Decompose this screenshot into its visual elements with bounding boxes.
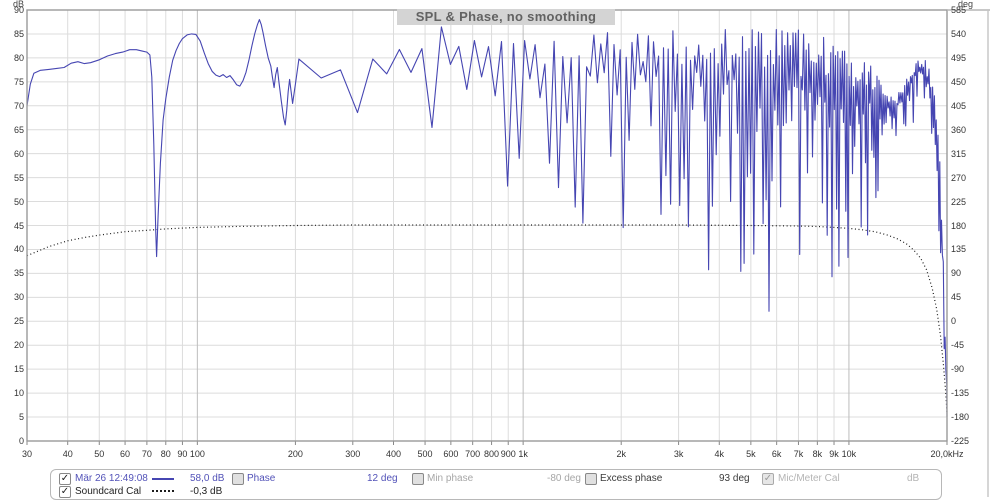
x-axis-tick: 5k <box>746 449 756 459</box>
x-axis-tick: 800 <box>484 449 500 459</box>
y-right-tick: -90 <box>951 364 965 375</box>
measurement-name[interactable]: Mär 26 12:49:08 <box>75 473 148 484</box>
excess-phase-value: 93 deg <box>719 473 750 484</box>
y-left-tick: 90 <box>13 5 24 15</box>
x-axis-tick: 60 <box>120 449 131 459</box>
soundcard-cal-checkbox[interactable]: ✓ <box>59 486 71 498</box>
x-axis-tick: 40 <box>62 449 73 459</box>
x-axis-tick: 2k <box>616 449 626 459</box>
graph-title: SPL & Phase, no smoothing <box>397 9 615 25</box>
y-right-tick: 225 <box>951 196 967 207</box>
y-left-tick: 45 <box>13 220 24 231</box>
y-right-tick: 90 <box>951 268 962 279</box>
y-right-tick: 360 <box>951 124 967 135</box>
x-axis-tick: 80 <box>160 449 171 459</box>
y-left-tick: 35 <box>13 268 24 279</box>
y-right-tick: -135 <box>951 388 970 399</box>
phase-checkbox[interactable] <box>232 473 244 485</box>
x-axis-tick: 30 <box>21 449 33 459</box>
y-right-tick: 135 <box>951 244 967 255</box>
min-phase-checkbox[interactable] <box>412 473 424 485</box>
x-axis-tick: 10k <box>841 449 857 459</box>
spl-trace <box>26 19 948 418</box>
y-right-axis-unit: deg <box>958 0 974 9</box>
x-axis-tick: 4k <box>714 449 725 459</box>
min-phase-value: -80 deg <box>547 473 581 484</box>
y-right-tick: 0 <box>951 316 957 327</box>
legend-row-measurement: ✓ Mär 26 12:49:08 58,0 dB Phase 12 deg M… <box>51 472 941 485</box>
y-left-tick: 80 <box>13 52 24 63</box>
y-left-tick: 60 <box>13 148 24 159</box>
cal-line-sample <box>152 490 174 492</box>
x-axis-tick: 1k <box>518 449 528 459</box>
y-left-tick: 75 <box>13 76 24 87</box>
y-left-tick: 0 <box>18 436 24 446</box>
phase-value: 12 deg <box>367 473 398 484</box>
mic-meter-cal-checkbox[interactable]: ✓ <box>762 473 774 485</box>
spl-line-sample <box>152 478 174 480</box>
y-left-tick: 25 <box>13 316 24 327</box>
x-axis-tick: 200 <box>287 449 303 459</box>
x-axis-tick: 500 <box>417 449 433 459</box>
y-left-tick: 20 <box>13 340 24 351</box>
y-right-tick: 45 <box>951 292 962 303</box>
excess-phase-label[interactable]: Excess phase <box>600 473 663 484</box>
y-left-tick: 10 <box>13 388 24 399</box>
y-left-tick: 55 <box>13 172 24 183</box>
x-axis-tick: 70 <box>141 449 152 459</box>
y-left-tick: 85 <box>13 28 24 39</box>
x-axis-tick: 20,0kHz <box>930 449 964 459</box>
soundcard-cal-name[interactable]: Soundcard Cal <box>75 486 142 497</box>
cal-level-value: -0,3 dB <box>190 486 223 497</box>
x-axis-tick: 3k <box>673 449 684 459</box>
excess-phase-checkbox[interactable] <box>585 473 597 485</box>
y-right-tick: -225 <box>951 436 970 446</box>
y-right-tick: 270 <box>951 172 967 183</box>
spl-level-value: 58,0 dB <box>190 473 225 484</box>
x-axis-tick: 8k <box>812 449 823 459</box>
measurement-checkbox[interactable]: ✓ <box>59 473 71 485</box>
y-right-tick: -45 <box>951 340 965 351</box>
x-axis-tick: 600 <box>443 449 459 459</box>
y-left-tick: 50 <box>13 196 24 207</box>
y-right-tick: 315 <box>951 148 967 159</box>
y-right-tick: 450 <box>951 76 967 87</box>
phase-label[interactable]: Phase <box>247 473 276 484</box>
x-axis-tick: 100 <box>189 449 205 459</box>
min-phase-label[interactable]: Min phase <box>427 473 474 484</box>
mic-meter-cal-label[interactable]: Mic/Meter Cal <box>778 473 840 484</box>
x-axis-tick: 6k <box>771 449 782 459</box>
y-left-tick: 15 <box>13 364 24 375</box>
x-axis-tick: 700 <box>465 449 481 459</box>
soundcard-cal-trace <box>26 224 948 413</box>
y-right-tick: 180 <box>951 220 967 231</box>
x-axis-tick: 900 <box>500 449 516 459</box>
y-right-tick: -180 <box>951 412 970 423</box>
x-axis-tick: 300 <box>345 449 361 459</box>
x-axis-tick: 90 <box>177 449 188 459</box>
y-left-tick: 40 <box>13 244 24 255</box>
y-left-axis-unit: dB <box>13 0 25 9</box>
y-right-tick: 405 <box>951 100 967 111</box>
x-axis-tick: 9k <box>829 449 839 459</box>
y-right-tick: 585 <box>951 5 967 15</box>
y-left-tick: 5 <box>18 412 24 423</box>
y-right-tick: 540 <box>951 28 967 39</box>
x-axis-tick: 7k <box>793 449 804 459</box>
legend-bar: ✓ Mär 26 12:49:08 58,0 dB Phase 12 deg M… <box>50 469 942 500</box>
mic-meter-cal-unit: dB <box>907 473 920 484</box>
y-left-tick: 65 <box>13 124 24 135</box>
y-left-tick: 70 <box>13 100 24 111</box>
legend-row-soundcard-cal: ✓ Soundcard Cal -0,3 dB <box>51 485 941 498</box>
y-left-tick: 30 <box>13 292 24 303</box>
x-axis-tick: 400 <box>385 449 401 459</box>
y-right-tick: 495 <box>951 52 967 63</box>
x-axis-tick: 50 <box>94 449 105 459</box>
